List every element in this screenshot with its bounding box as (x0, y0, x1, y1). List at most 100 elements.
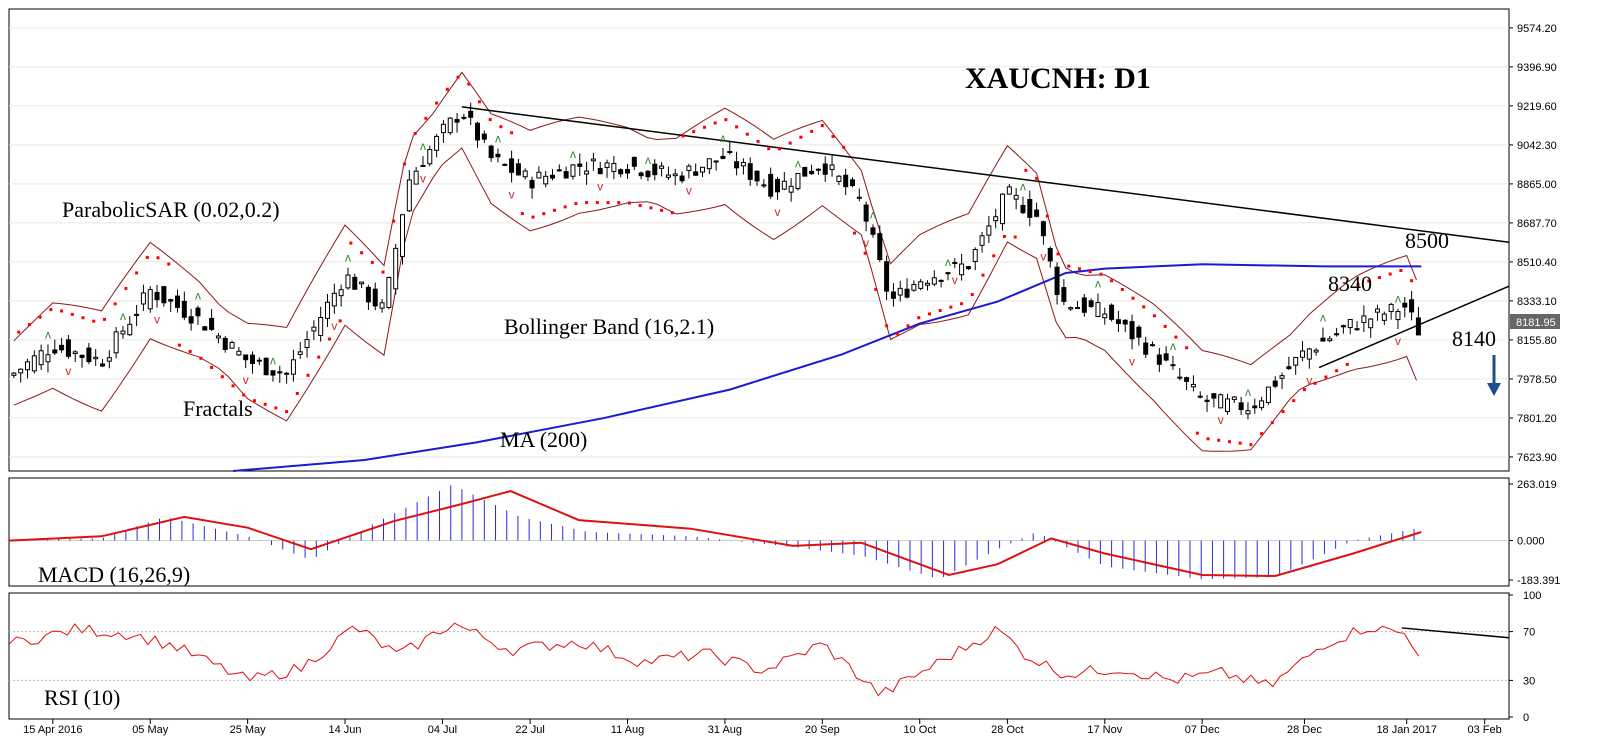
candle-body (1409, 299, 1415, 313)
sar-dot (949, 305, 953, 309)
candle-body (543, 175, 549, 185)
macd-label: MACD (16,26,9) (38, 562, 190, 587)
sar-dot (724, 118, 728, 122)
candle-body (297, 351, 303, 355)
candle-body (325, 301, 331, 319)
sar-dot (938, 309, 942, 313)
trendlines (461, 106, 1510, 369)
sar-dot (1292, 399, 1296, 403)
candle-body (1354, 328, 1360, 331)
candle-body (822, 163, 828, 175)
candle-body (188, 316, 194, 324)
price-tick-label: 9219.60 (1517, 101, 1557, 113)
candle-body (536, 171, 542, 179)
candle-body (270, 370, 276, 376)
sar-dot (595, 201, 599, 205)
candle-body (700, 166, 706, 173)
sar-dot (381, 270, 385, 274)
down-arrow-icon (1487, 355, 1501, 396)
candle-body (59, 344, 65, 351)
sar-dot (863, 251, 867, 255)
candle-body (427, 149, 433, 165)
fractal-down: v (331, 319, 337, 333)
candle-body (877, 233, 883, 261)
candle-body (1286, 366, 1292, 370)
sar-dot (1388, 272, 1392, 276)
rsi-trendline (1401, 627, 1510, 639)
rsi-tick-label: 70 (1523, 627, 1535, 639)
rsi-tick-label: 0 (1523, 712, 1529, 724)
sar-dot (156, 256, 160, 260)
price-tick-label: 8687.70 (1517, 218, 1557, 230)
sar-dot (413, 132, 417, 136)
candle-body (147, 289, 153, 310)
sar-dot (317, 355, 321, 359)
sar-dot (102, 317, 106, 321)
fractal-up: ʌ (1320, 311, 1326, 325)
candle-body (1334, 333, 1340, 336)
date-tick-label: 20 Sep (805, 724, 840, 736)
date-tick-label: 11 Aug (611, 724, 644, 736)
candle-body (965, 266, 971, 270)
candle-body (1000, 193, 1006, 225)
candle-body (509, 158, 515, 173)
sar-dot (820, 124, 824, 128)
candle-body (1306, 348, 1312, 360)
candle-body (693, 171, 699, 176)
fractal-down: v (952, 273, 958, 287)
candle-body (1245, 410, 1251, 415)
candle-body (1313, 349, 1319, 353)
sar-dot (402, 162, 406, 166)
candle-body (727, 150, 733, 153)
sar-dot (1088, 270, 1092, 274)
sar-dot (1056, 252, 1060, 256)
sar-dot (1035, 176, 1039, 180)
candle-body (1300, 350, 1306, 358)
sar-dot (810, 129, 814, 133)
level-8500-label: 8500 (1405, 228, 1449, 253)
sar-dot (542, 212, 546, 216)
price-tick-label: 8155.80 (1517, 335, 1557, 347)
candle-body (754, 170, 760, 182)
price-tick-label: 9042.30 (1517, 140, 1557, 152)
price-tick-label: 7623.90 (1517, 452, 1557, 464)
candle-body (31, 355, 37, 372)
sar-dot (1227, 440, 1231, 444)
ma-200-line (232, 263, 1422, 472)
candle-body (747, 163, 753, 180)
candle-body (556, 169, 562, 172)
candle-body (1279, 375, 1285, 379)
date-tick-label: 18 Jan 2017 (1376, 724, 1437, 736)
sar-dot (467, 82, 471, 86)
sar-dot (477, 100, 481, 104)
sar-dot (435, 101, 439, 105)
candle-body (475, 122, 481, 141)
rsi-tick-label: 100 (1523, 590, 1541, 602)
sar-dot (745, 132, 749, 136)
sar-dot (842, 145, 846, 149)
sar-dot (392, 219, 396, 223)
candle-body (529, 179, 535, 189)
macd-tick-label: 263.019 (1517, 479, 1557, 491)
fractal-up: ʌ (1245, 385, 1251, 399)
fractal-down: v (775, 205, 781, 219)
sar-dot (167, 262, 171, 266)
candle-body (1225, 398, 1231, 412)
sar-dot (992, 254, 996, 258)
candle-body (1095, 302, 1101, 318)
candle-body (1075, 307, 1081, 310)
sar-dot (1367, 279, 1371, 283)
bollinger-upper (13, 71, 1417, 366)
chart-title: XAUCNH: D1 (965, 62, 1151, 95)
sar-dot (1013, 235, 1017, 239)
candle-body (359, 281, 365, 285)
sar-dot (531, 215, 535, 219)
candle-body (734, 161, 740, 169)
candle-body (318, 317, 324, 336)
sar-dot (852, 231, 856, 235)
fractal-down: v (65, 364, 71, 378)
price-tick-label: 7978.50 (1517, 374, 1557, 386)
fractal-down: v (154, 313, 160, 327)
sar-dot (252, 399, 256, 403)
sar-dot (177, 343, 181, 347)
